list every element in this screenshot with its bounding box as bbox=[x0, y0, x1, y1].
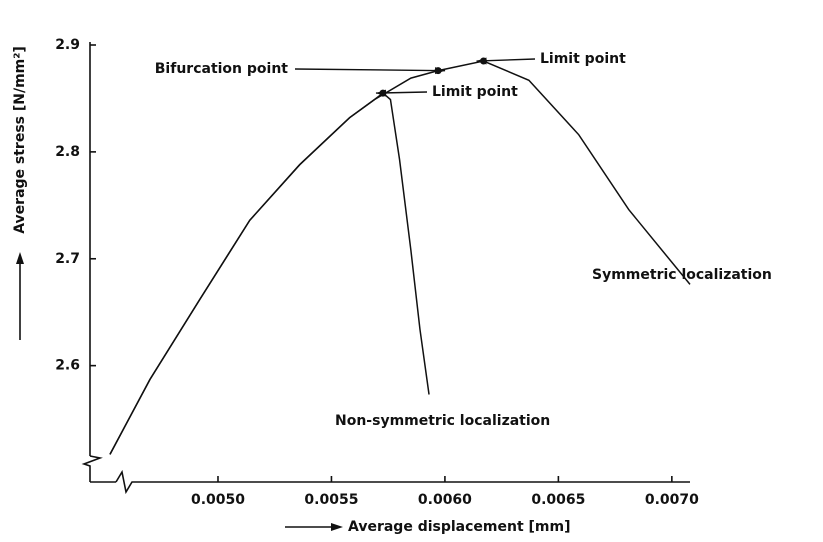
axes-decor bbox=[16, 42, 690, 531]
annotation-arrow-head bbox=[476, 57, 487, 65]
x-tick-label: 0.0055 bbox=[304, 492, 358, 508]
y-axis-label: Average stress [N/mm²] bbox=[12, 46, 28, 234]
y-tick-label: 2.8 bbox=[55, 144, 80, 160]
annotation-arrow-head bbox=[375, 89, 386, 97]
x-tick-label: 0.0065 bbox=[531, 492, 585, 508]
y-tick-label: 2.6 bbox=[55, 358, 80, 374]
y-tick-label: 2.7 bbox=[55, 251, 80, 267]
annotation-arrow bbox=[294, 68, 446, 72]
x-tick-label: 0.0070 bbox=[645, 492, 699, 508]
x-arrow-head bbox=[331, 523, 343, 531]
line-series bbox=[109, 60, 691, 455]
x-tick-label: 0.0050 bbox=[191, 492, 245, 508]
x-axis-label: Average displacement [mm] bbox=[348, 519, 571, 535]
line-series bbox=[109, 92, 430, 455]
x-axis-break bbox=[115, 469, 690, 495]
x-tick-label: 0.0060 bbox=[418, 492, 472, 508]
y-axis-break bbox=[81, 455, 103, 482]
series-label: Symmetric localization bbox=[592, 267, 772, 283]
annotation-arrow-head bbox=[435, 67, 446, 75]
series-label: Non-symmetric localization bbox=[335, 413, 550, 429]
annotation-label: Bifurcation point bbox=[155, 61, 289, 77]
y-tick-label: 2.9 bbox=[55, 37, 80, 53]
annotation-label: Limit point bbox=[432, 84, 518, 100]
annotation-label: Limit point bbox=[540, 51, 626, 67]
y-arrow-head bbox=[16, 252, 24, 264]
